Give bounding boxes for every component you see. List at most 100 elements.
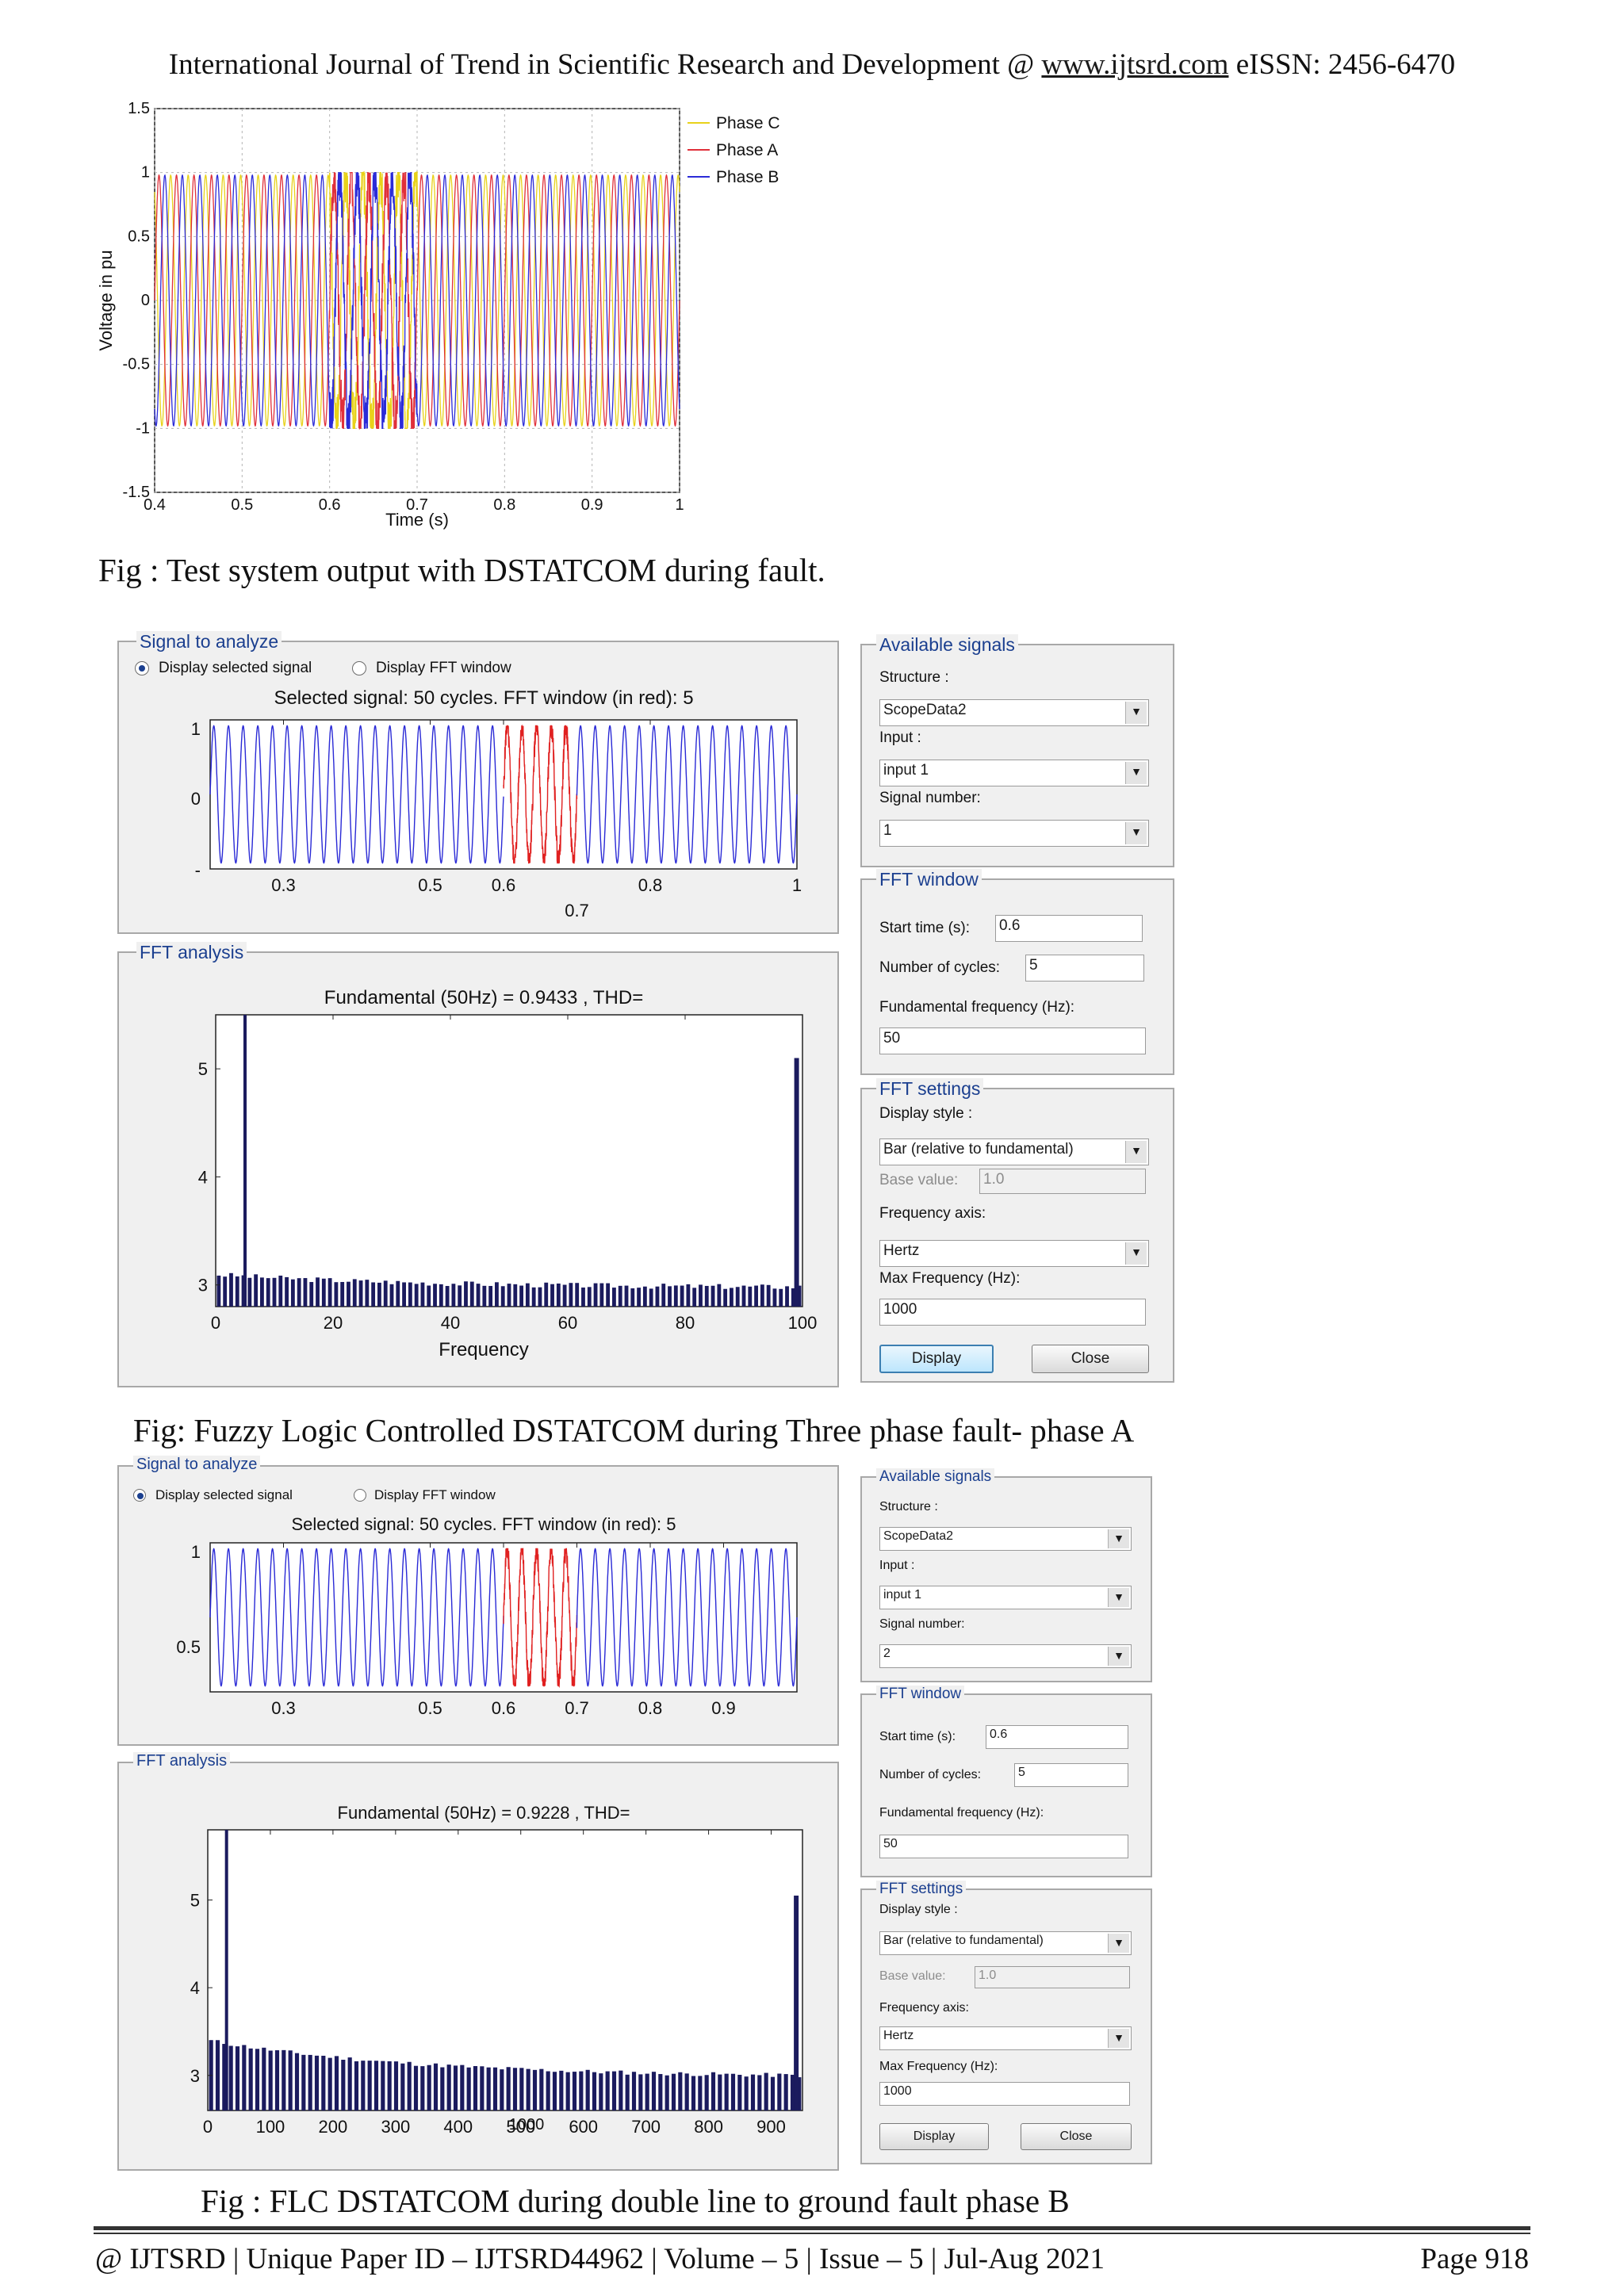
fundamental-input[interactable]: 50	[879, 1027, 1146, 1054]
radio-selected-label: Display selected signal	[159, 660, 312, 676]
fft-bar	[519, 2068, 524, 2110]
fft-bar	[783, 2074, 788, 2110]
frequency-axis-value: Hertz	[883, 2029, 914, 2042]
fft-bar	[642, 1286, 647, 1307]
fft-bar	[649, 1288, 653, 1307]
chevron-down-icon: ▼	[1125, 762, 1147, 784]
available-title: Available signals	[876, 634, 1018, 656]
close-button[interactable]: Close	[1021, 2123, 1132, 2150]
fft-bar	[605, 2071, 610, 2110]
fft-bar	[466, 2067, 471, 2110]
fig2-signal-panel: Signal to analyze Display selected signa…	[117, 631, 839, 934]
structure-label: Structure :	[879, 669, 949, 686]
y-tick-label: -1.5	[123, 484, 150, 501]
display-style-select[interactable]: Bar (relative to fundamental) ▼	[879, 1138, 1149, 1165]
fft-bar	[413, 2065, 419, 2110]
fft-bar	[507, 1284, 511, 1307]
base-value-label: Base value:	[879, 1969, 946, 1983]
fft-bar	[562, 1284, 567, 1307]
structure-select[interactable]: ScopeData2 ▼	[879, 699, 1149, 726]
fft-bar	[744, 2076, 749, 2110]
fft-bar	[334, 1282, 339, 1307]
plot-lines	[154, 170, 680, 430]
display-style-label: Display style :	[879, 1105, 973, 1122]
header-issn: eISSN: 2456-6470	[1228, 48, 1456, 81]
fft-bar	[500, 1286, 505, 1307]
start-time-input[interactable]: 0.6	[986, 1725, 1128, 1749]
fft-bar	[396, 1280, 400, 1307]
close-button[interactable]: Close	[1032, 1345, 1149, 1373]
fft-bar	[556, 1283, 561, 1307]
radio-selected-signal[interactable]	[135, 661, 149, 675]
fft-bar	[797, 1285, 802, 1307]
fft-bar	[427, 2064, 431, 2110]
chevron-down-icon: ▼	[1108, 2029, 1129, 2048]
x-tick-label: 0	[211, 1313, 220, 1333]
display-button[interactable]: Display	[879, 1345, 994, 1373]
x-tick-label: 0.3	[271, 875, 296, 895]
fft-bar	[451, 1284, 456, 1307]
fft-bar	[619, 2070, 623, 2110]
fft-bar	[519, 1285, 523, 1307]
fft-plot-area	[207, 1829, 803, 2111]
display-style-select[interactable]: Bar (relative to fundamental) ▼	[879, 1931, 1132, 1955]
fft-bar	[581, 1287, 585, 1307]
fft-bar	[506, 2067, 511, 2110]
x-tick-label: 0.4	[144, 496, 166, 514]
fft-bar	[599, 2073, 603, 2110]
fft-bar	[278, 1275, 283, 1307]
radio-fft-window[interactable]	[352, 661, 366, 675]
fft-bar	[262, 2047, 266, 2110]
max-frequency-input[interactable]: 1000	[879, 1299, 1146, 1326]
start-time-input[interactable]: 0.6	[995, 915, 1143, 942]
input-select[interactable]: input 1 ▼	[879, 760, 1149, 786]
journal-link[interactable]: www.ijtsrd.com	[1041, 48, 1229, 81]
fft-bar	[735, 1287, 740, 1307]
display-button[interactable]: Display	[879, 2123, 989, 2150]
signal-lines	[209, 1548, 798, 1689]
figure1-caption: Fig : Test system output with DSTATCOM d…	[98, 552, 825, 588]
radio-fft-window[interactable]	[354, 1489, 366, 1502]
fft-bar	[531, 1287, 536, 1307]
radio-selected-signal[interactable]	[133, 1489, 146, 1502]
fft-settings-title: FFT settings	[876, 1881, 967, 1898]
fft-bar	[710, 1285, 715, 1307]
fft-x-label: 1000	[509, 2116, 545, 2133]
y-tick-label: 3	[198, 1276, 208, 1295]
spike-bar	[794, 1058, 799, 1307]
fft-bar	[741, 1285, 746, 1307]
start-time-label: Start time (s):	[879, 920, 971, 936]
fft-bar	[308, 2054, 312, 2110]
signal-number-select[interactable]: 2 ▼	[879, 1644, 1132, 1668]
fft-bar	[365, 1280, 370, 1307]
fundamental-bar	[224, 1830, 228, 2110]
cycles-input[interactable]: 5	[1025, 955, 1144, 982]
fft-bar	[550, 1284, 554, 1307]
signal-number-select[interactable]: 1 ▼	[879, 820, 1149, 847]
fft-bar	[290, 1279, 295, 1307]
fundamental-input[interactable]: 50	[879, 1835, 1128, 1858]
fft-bar	[414, 1284, 419, 1307]
fft-bar	[539, 2068, 544, 2110]
fft-bar	[512, 2068, 518, 2110]
x-tick-labels: 0.4 0.5 0.6 0.7 0.8 0.9 1	[144, 496, 684, 514]
cycles-input[interactable]: 5	[1014, 1763, 1128, 1787]
frequency-axis-select[interactable]: Hertz ▼	[879, 2026, 1132, 2050]
frequency-axis-select[interactable]: Hertz ▼	[879, 1240, 1149, 1267]
fft-bar	[532, 2069, 538, 2110]
chevron-down-icon: ▼	[1108, 1934, 1129, 1953]
signal-ticks: 0.3 0.5 0.6 0.8 1 0.7 1 0 -	[191, 719, 802, 920]
structure-select[interactable]: ScopeData2 ▼	[879, 1527, 1132, 1551]
fft-bar	[770, 2076, 776, 2110]
input-select[interactable]: input 1 ▼	[879, 1586, 1132, 1609]
max-frequency-input[interactable]: 1000	[879, 2082, 1130, 2106]
fft-bar	[460, 2064, 465, 2110]
fft-bar	[488, 1286, 493, 1307]
fft-bar	[764, 2072, 768, 2110]
fft-bar	[611, 2071, 617, 2110]
y-tick-label: 1	[191, 719, 201, 739]
signal-number-value: 1	[883, 822, 892, 839]
fft-bar	[606, 1283, 611, 1307]
x-tick-label: 200	[319, 2117, 348, 2137]
fft-bar	[321, 1278, 326, 1307]
